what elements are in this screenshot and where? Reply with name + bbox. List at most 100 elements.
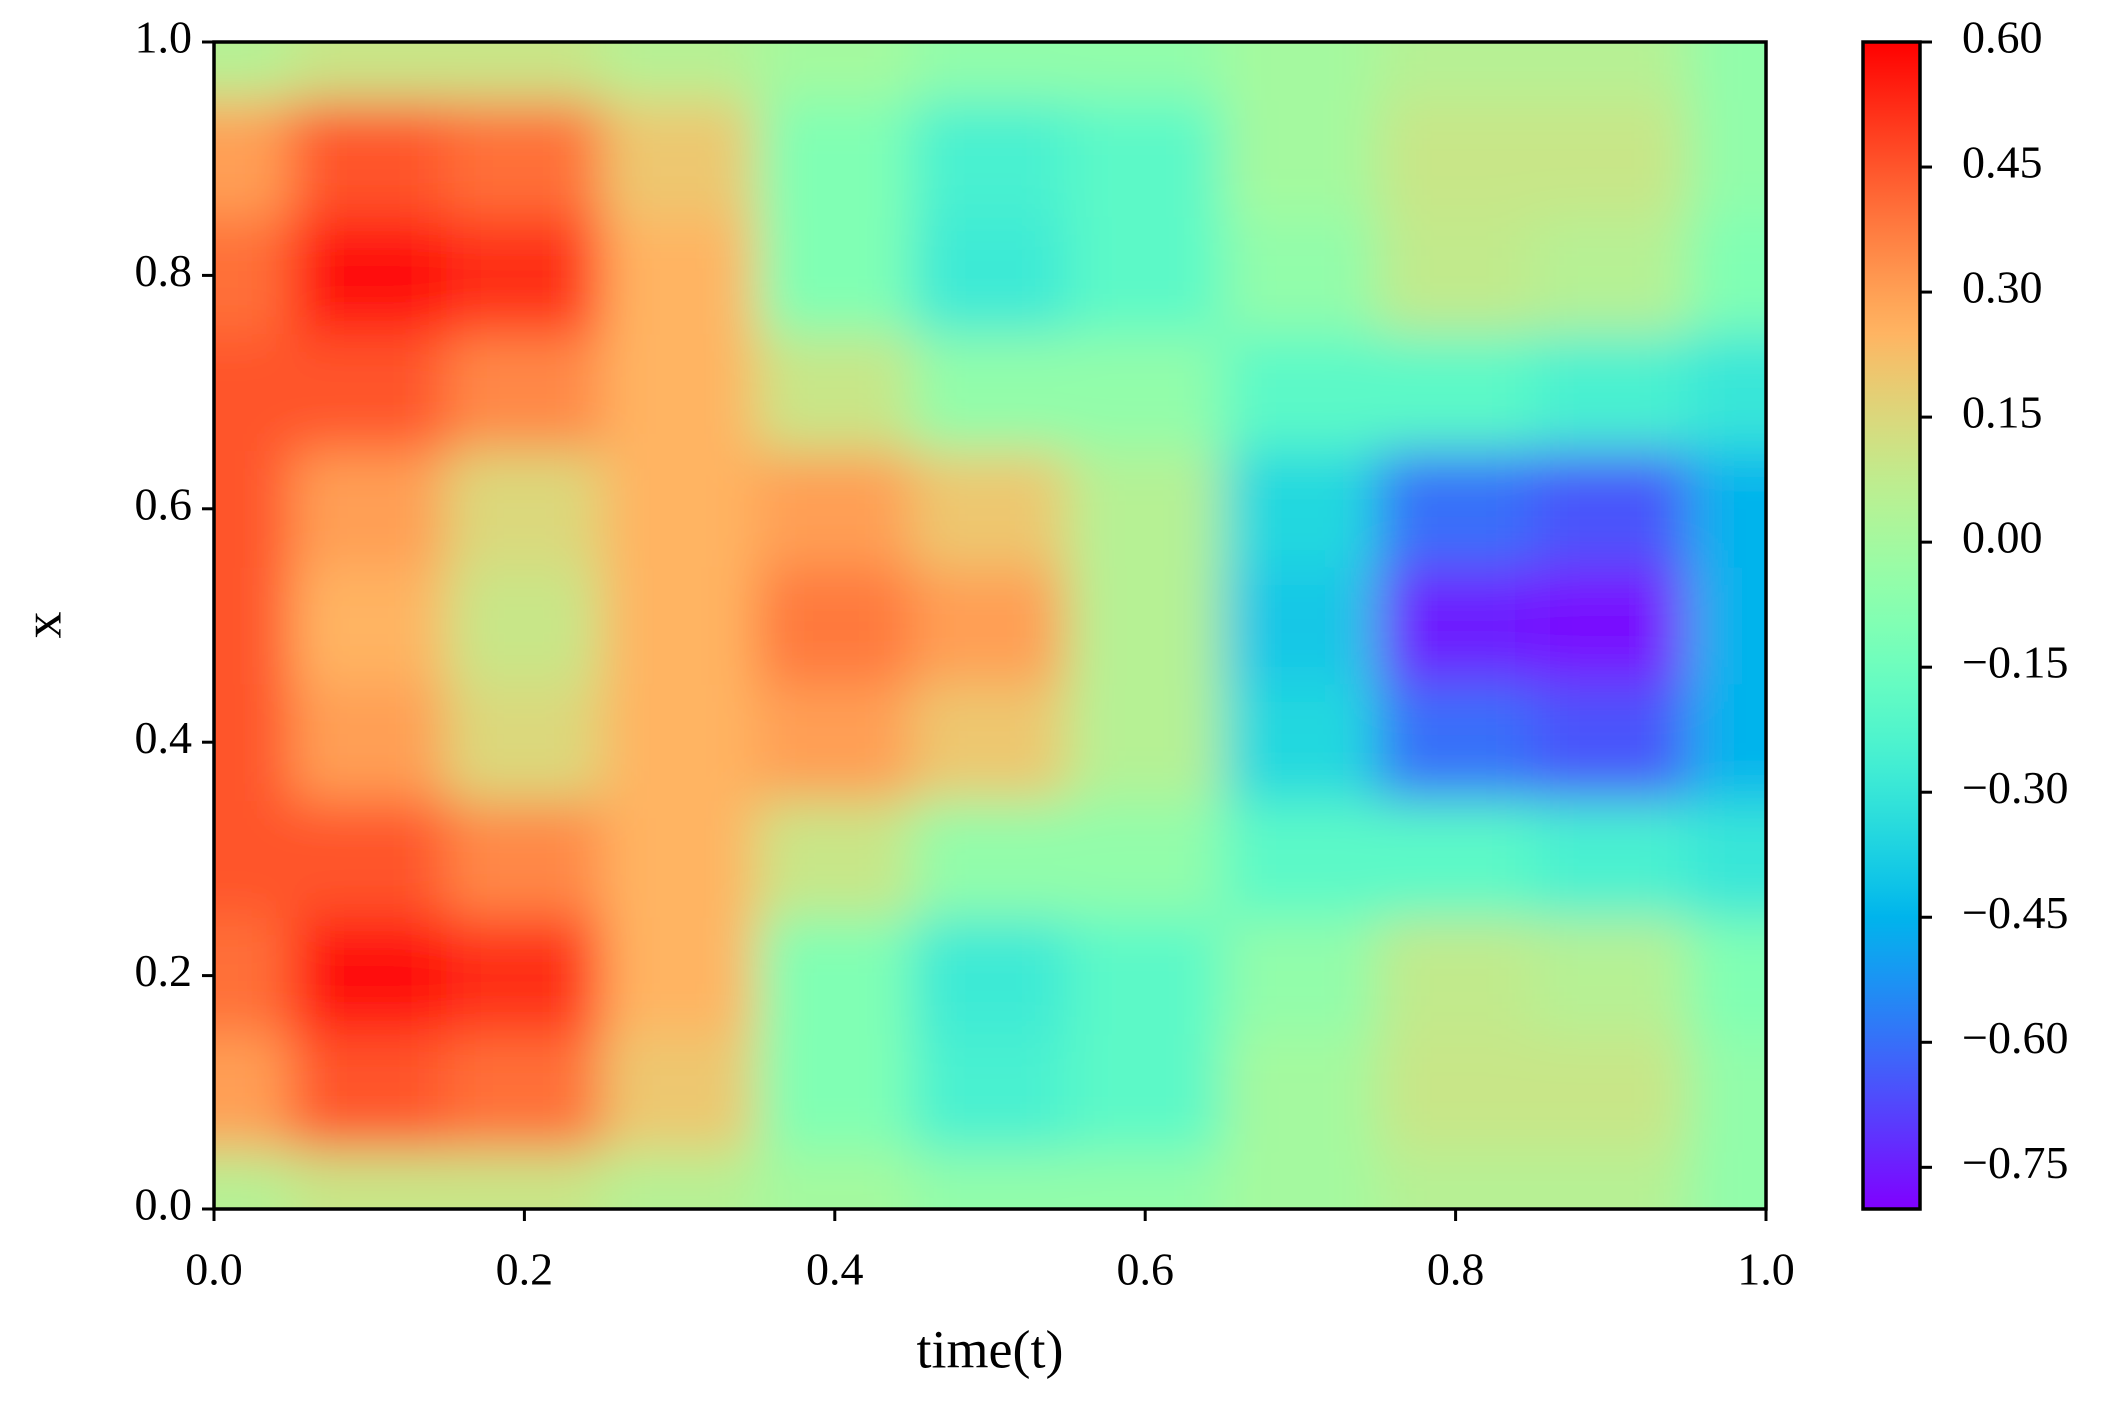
heat-cell [1532,566,1689,685]
colorbar-tick-label: 0.30 [1962,262,2043,313]
colorbar-tick-label: 0.15 [1962,387,2043,438]
heat-cell [756,1150,913,1209]
heat-cell [756,1033,913,1152]
heat-cell [1377,42,1534,101]
heat-cell [601,1033,758,1152]
heat-cell [1067,916,1224,1035]
heat-cell [756,216,913,335]
heat-cell [1377,1033,1534,1152]
y-tick-label: 0.0 [135,1179,193,1230]
heat-cell [1222,916,1379,1035]
heat-cell [1067,1033,1224,1152]
heat-cell [1222,333,1379,451]
heat-cell [756,566,913,685]
heat-cell [911,42,1069,101]
heat-cell [1532,333,1689,451]
heat-cell [756,333,913,451]
heat-cell [756,916,913,1035]
heat-cell [1532,449,1689,568]
heat-cell [1067,99,1224,218]
heat-cell [1377,333,1534,451]
heat-cell [1532,1033,1689,1152]
heat-cell [1532,683,1689,802]
heat-cell [1067,800,1224,918]
heat-cell [1532,800,1689,918]
heat-cell [1687,216,1766,335]
heat-cell [446,449,603,568]
heat-cell [1377,99,1534,218]
heat-cell [911,683,1069,802]
heat-cell [1532,916,1689,1035]
y-tick-label: 0.2 [135,945,193,996]
heat-cell [1377,800,1534,918]
heat-cell [1222,800,1379,918]
heat-cell [1222,566,1379,685]
heat-cell [756,683,913,802]
heat-cell [756,42,913,101]
heat-cell [446,566,603,685]
heat-cell [446,333,603,451]
heat-cell [446,42,603,101]
colorbar-tick-label: −0.60 [1962,1012,2068,1063]
heat-cell [1532,42,1689,101]
heat-cell [446,683,603,802]
heat-cell [1687,683,1766,802]
heat-cell [1687,916,1766,1035]
heat-cell [1377,916,1534,1035]
heat-cell [756,800,913,918]
heat-cell [291,800,448,918]
x-tick-label: 1.0 [1737,1244,1795,1295]
heat-cell [601,42,758,101]
heat-cell [291,216,448,335]
heat-cell [601,1150,758,1209]
y-tick-label: 0.8 [135,245,193,296]
heat-cell [214,916,293,1035]
heat-cell [1377,566,1534,685]
heat-cell [1067,1150,1224,1209]
heat-cell [911,99,1069,218]
colorbar-tick-label: −0.15 [1962,637,2068,688]
plot-frame [212,40,1768,1211]
heat-cell [601,333,758,451]
heat-cell [1377,216,1534,335]
heat-cell [1067,683,1224,802]
heat-cell [1687,1150,1766,1209]
heat-cell [1377,683,1534,802]
heat-cell [756,99,913,218]
colorbar [1861,40,1922,1211]
heat-cell [291,1150,448,1209]
colorbar-tick-label: −0.30 [1962,762,2068,813]
y-tick-label: 1.0 [135,12,193,63]
heat-cell [214,566,293,685]
y-tick-label: 0.6 [135,478,193,529]
heat-cell [291,1033,448,1152]
heat-cell [291,42,448,101]
heat-cell [291,916,448,1035]
heat-cell [1067,566,1224,685]
heat-cell [1222,683,1379,802]
heat-cell [1687,333,1766,451]
heat-cell [1532,99,1689,218]
heat-cell [1532,216,1689,335]
heat-cell [446,216,603,335]
heat-cell [291,683,448,802]
heat-cell [1222,99,1379,218]
heat-cell [911,449,1069,568]
heat-cell [601,683,758,802]
heat-cell [291,449,448,568]
heat-cell [214,99,293,218]
heat-cell [601,800,758,918]
heat-cell [911,916,1069,1035]
heat-cell [1222,216,1379,335]
heat-cell [911,566,1069,685]
x-axis-label: time(t) [917,1319,1064,1379]
heat-cell [756,449,913,568]
x-tick-label: 0.6 [1116,1244,1174,1295]
x-tick-label: 0.4 [806,1244,864,1295]
heat-cell [601,216,758,335]
heat-cell [291,333,448,451]
heat-cell [214,1150,293,1209]
heat-cell [214,333,293,451]
heat-cell [214,42,293,101]
